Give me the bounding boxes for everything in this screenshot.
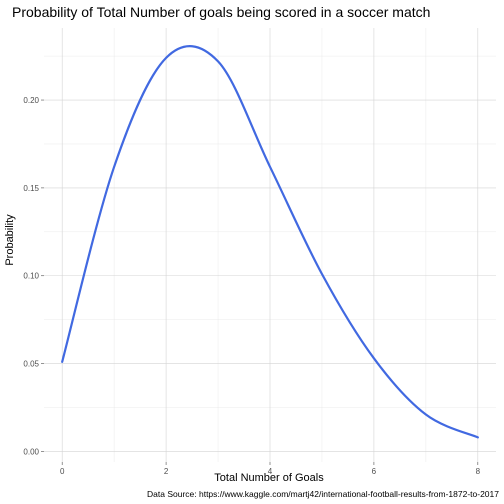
data-source-caption: Data Source: https://www.kaggle.com/mart… [147,489,499,499]
grid [44,28,496,462]
x-axis-label: Total Number of Goals [214,472,324,484]
y-axis-label: Probability [4,214,16,266]
y-tick-label: 0.10 [23,272,39,281]
ticks: 0 2 4 6 8 0.00 0.05 0.10 0.15 0.20 [23,96,480,476]
y-tick-label: 0.00 [23,447,39,456]
x-tick-label: 0 [60,467,65,476]
chart-title: Probability of Total Number of goals bei… [12,4,430,20]
x-tick-label: 6 [372,467,377,476]
y-tick-label: 0.05 [23,360,39,369]
series-line [61,45,479,439]
x-tick-label: 4 [268,467,273,476]
y-tick-label: 0.20 [23,96,39,105]
x-tick-label: 2 [164,467,169,476]
y-tick-label: 0.15 [23,184,39,193]
x-tick-label: 8 [476,467,481,476]
